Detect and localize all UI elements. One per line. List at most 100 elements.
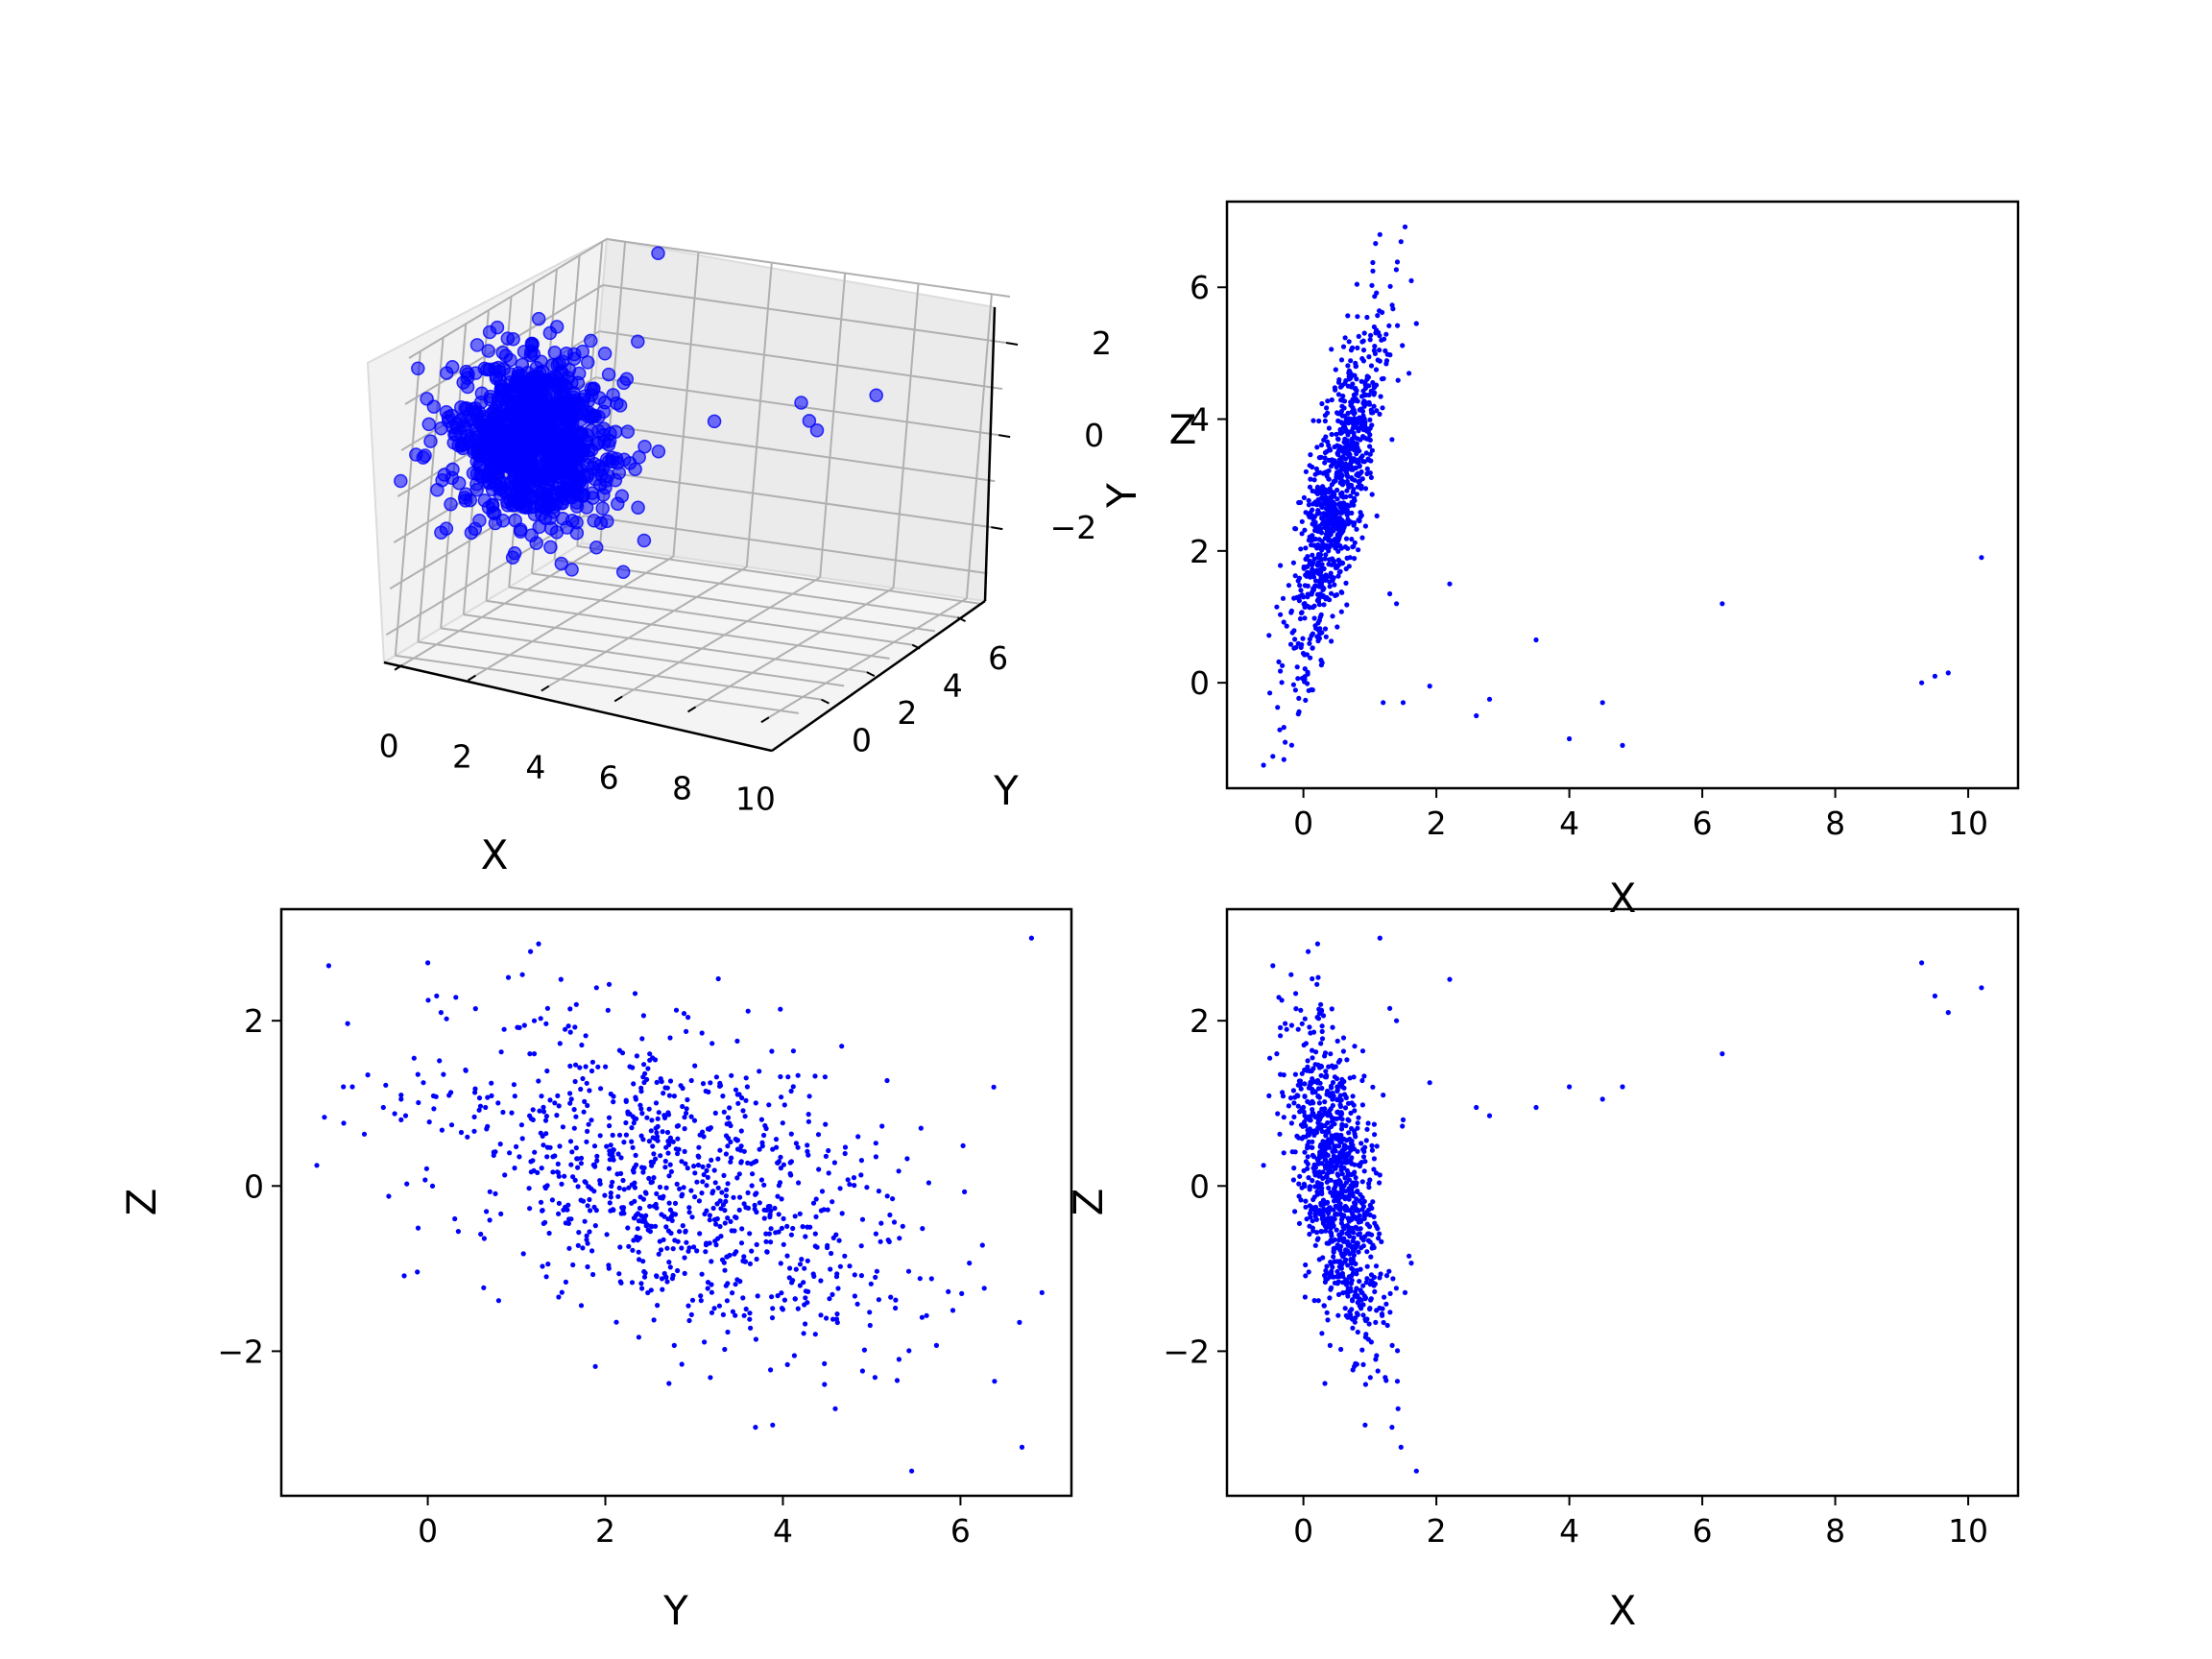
data-point [1360, 1302, 1366, 1308]
data-point [884, 1077, 890, 1084]
data-point [749, 1248, 755, 1254]
data-point [680, 1103, 685, 1110]
data-point [1408, 1261, 1414, 1266]
data-point [802, 1302, 807, 1308]
data-point [767, 1214, 773, 1220]
data-point [581, 1109, 587, 1115]
x-tick-label: 0 [418, 1512, 438, 1550]
data-point [722, 1220, 728, 1226]
data-point [811, 1273, 817, 1279]
data-point [1325, 1088, 1331, 1094]
data-point [1329, 1140, 1334, 1145]
data-point [1386, 323, 1392, 328]
data-point [745, 1190, 751, 1195]
data-point [1310, 1144, 1315, 1150]
data-point [747, 1231, 753, 1237]
data-point [743, 1097, 749, 1103]
data-point [629, 1139, 635, 1144]
data-point [1365, 436, 1371, 442]
data-point [1295, 711, 1301, 717]
data-point [1310, 975, 1315, 982]
data-point [723, 1133, 730, 1139]
data-point [1323, 634, 1329, 639]
data-point [1400, 343, 1406, 349]
data-point [878, 1238, 883, 1244]
data-point [598, 1086, 604, 1092]
data-point [670, 1211, 676, 1216]
data-point [1319, 539, 1325, 544]
x-tick-label: 8 [1825, 805, 1845, 842]
data-point [1334, 1038, 1340, 1044]
data-point [1319, 400, 1325, 407]
data-point [691, 1164, 697, 1169]
data-point [701, 1134, 707, 1140]
data-point [649, 1118, 655, 1123]
data-point [688, 1188, 694, 1193]
data-point [784, 1253, 790, 1259]
grid-line-3d [395, 654, 799, 714]
data-point [692, 1063, 698, 1069]
data-point [803, 1295, 808, 1301]
data-point [1297, 1173, 1303, 1179]
data-point [1295, 1026, 1301, 1032]
data-point [737, 1279, 743, 1285]
data-point [1320, 1013, 1327, 1019]
data-point [655, 1116, 661, 1121]
data-point [487, 1217, 493, 1223]
data-point [729, 1072, 734, 1078]
data-point [498, 1211, 504, 1216]
data-point [651, 1175, 657, 1181]
ticks-xz: 0 2 4 6 8 10−202 [1163, 1002, 1988, 1550]
data-point [1373, 1357, 1379, 1362]
data-point [671, 1342, 677, 1348]
data-point [1339, 1270, 1345, 1277]
data-point [1280, 595, 1286, 601]
data-point [1348, 1288, 1354, 1294]
data-point [554, 1113, 560, 1118]
grid-line-3d [892, 283, 920, 589]
data-point [1333, 512, 1338, 517]
data-point [1274, 1051, 1280, 1057]
data-point [842, 1253, 848, 1259]
data-point [1297, 1078, 1304, 1084]
data-point [805, 1142, 810, 1148]
data-point [1358, 1266, 1363, 1272]
data-point-3d [469, 338, 485, 352]
data-point [1333, 1203, 1338, 1209]
x-tick-label: 0 [1293, 1512, 1313, 1550]
grid-line-3d [418, 640, 822, 701]
data-point [1316, 1100, 1322, 1106]
data-point [621, 1140, 627, 1145]
data-point [788, 1159, 795, 1165]
data-point [1360, 1146, 1366, 1152]
data-point [770, 1146, 776, 1152]
data-point [1317, 469, 1323, 475]
data-point [1350, 1094, 1356, 1099]
data-point [1383, 1378, 1389, 1383]
data-point [710, 1189, 716, 1194]
data-point [1355, 1120, 1360, 1126]
data-point [664, 1279, 670, 1285]
data-point [1533, 637, 1539, 643]
data-point [1328, 541, 1334, 548]
data-point [421, 1080, 426, 1086]
data-point [619, 1050, 626, 1056]
data-point [580, 1245, 586, 1251]
data-point-3d [584, 333, 598, 349]
data-point [768, 1239, 774, 1245]
data-point [1270, 963, 1276, 969]
data-point [672, 1238, 678, 1243]
data-point [1314, 941, 1320, 947]
data-point-3d [552, 401, 567, 416]
data-point [734, 1092, 740, 1097]
data-point [1345, 1238, 1351, 1244]
data-point [1310, 566, 1315, 572]
data-point [1340, 494, 1346, 500]
y-tick-label: 4 [1190, 401, 1210, 439]
data-point [675, 1267, 681, 1274]
data-point [813, 1196, 819, 1202]
y-axis-label-xy: Y [1098, 483, 1145, 509]
data-point [1332, 582, 1337, 588]
data-point [725, 1143, 731, 1149]
data-point-3d [616, 375, 631, 391]
